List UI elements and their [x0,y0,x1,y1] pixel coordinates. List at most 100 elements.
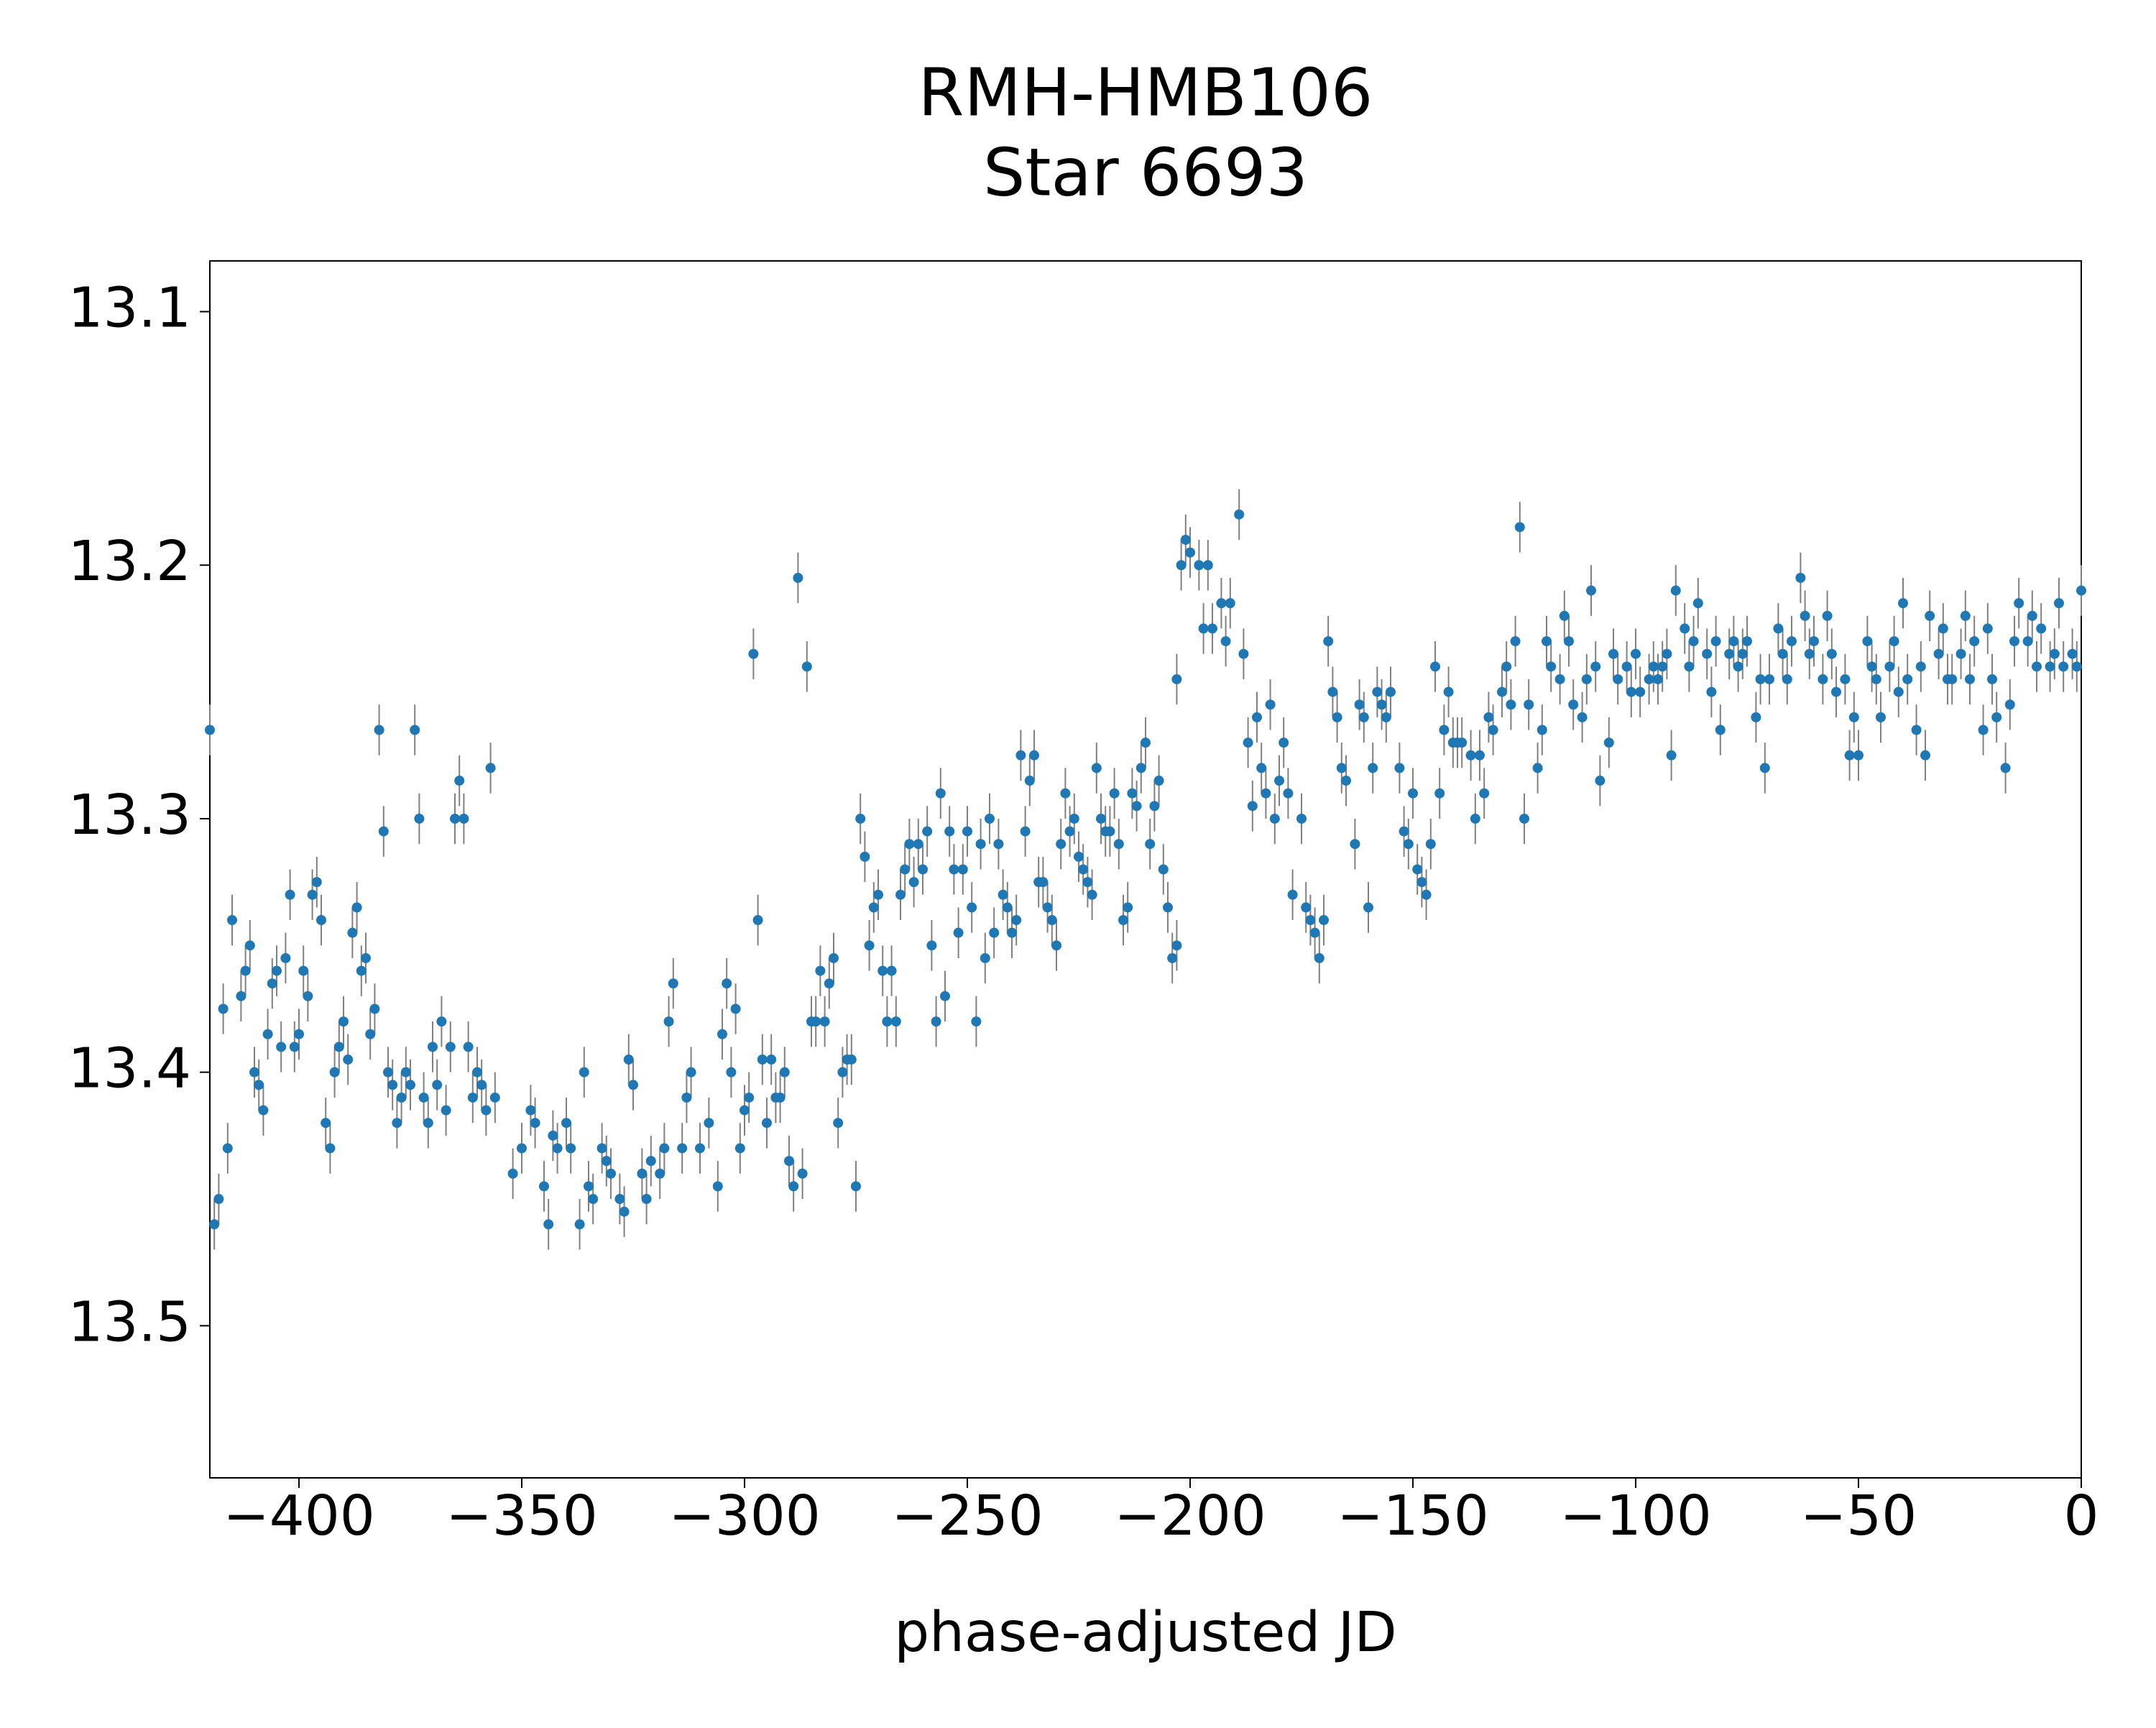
data-point [2000,763,2011,773]
data-point [815,965,826,976]
data-point [1309,927,1320,938]
data-point [1822,610,1833,621]
data-point [1488,725,1498,735]
data-point [2045,661,2055,672]
data-point [1421,889,1432,900]
data-point [2009,636,2019,647]
data-point [762,1118,772,1129]
data-point [1171,674,1182,684]
data-point [1381,712,1391,722]
data-point [1751,712,1761,722]
data-point [343,1054,354,1065]
data-point [303,991,313,1001]
data-point [396,1092,407,1103]
data-point [258,1105,269,1116]
data-point [784,1156,794,1167]
data-point [1519,813,1529,824]
data-point [860,851,870,862]
data-point [280,952,291,963]
data-point [623,1054,634,1065]
data-point [904,839,915,850]
data-point [262,1029,273,1039]
data-point [213,1194,224,1205]
data-point [249,1067,259,1077]
data-point [1046,915,1057,926]
data-point [2054,598,2064,609]
data-point [463,1042,474,1052]
data-point [1011,915,1022,926]
data-point [1764,674,1774,684]
data-point [1626,686,1636,697]
data-point [1755,674,1766,684]
data-point [668,978,678,989]
data-point [788,1181,799,1192]
x-tick-label: −150 [1337,1484,1489,1548]
data-point [1501,661,1512,672]
data-point [855,813,866,824]
data-point [1680,623,1690,634]
data-point [459,813,469,824]
data-point [1728,636,1739,647]
data-point [1386,686,1396,697]
data-point [1590,661,1601,672]
data-point [717,1029,727,1039]
data-point [1167,952,1178,963]
y-tick-label: 13.4 [68,1037,191,1101]
chart-subtitle: Star 6693 [983,134,1308,211]
data-point [748,648,759,659]
data-point [829,952,839,963]
data-point [833,1118,844,1129]
x-tick-label: −50 [1800,1484,1917,1548]
data-point [1635,686,1646,697]
data-point [321,1118,331,1129]
data-point [1261,788,1271,799]
data-point [740,1105,750,1116]
data-point [1893,686,1904,697]
data-point [1105,826,1115,837]
data-point [467,1092,478,1103]
data-point [1844,750,1855,760]
data-point [1403,839,1414,850]
data-point [1127,788,1138,799]
data-point [316,915,326,926]
data-point [993,839,1004,850]
data-point [574,1219,585,1230]
data-point [289,1042,300,1052]
data-point [1323,636,1334,647]
data-point [333,1042,344,1052]
data-point [744,1092,755,1103]
data-point [1149,801,1160,812]
data-point [298,965,309,976]
data-point [1577,712,1588,722]
data-point [1082,877,1093,888]
data-point [1416,877,1427,888]
data-point [2022,636,2033,647]
data-point [445,1042,456,1052]
data-point [1965,674,1975,684]
data-point [1510,636,1521,647]
data-point [596,1143,607,1154]
data-point [1911,725,1922,735]
data-point [641,1194,652,1205]
data-point [329,1067,340,1077]
data-point [1662,648,1672,659]
data-point [1123,902,1133,913]
data-point [614,1194,625,1205]
data-point [1118,915,1128,926]
data-point [1301,902,1312,913]
data-point [801,661,812,672]
data-point [704,1118,714,1129]
data-point [1470,813,1480,824]
data-point [1532,763,1543,773]
data-point [588,1194,599,1205]
data-point [1947,674,1958,684]
data-point [1586,585,1596,596]
data-point [1475,750,1485,760]
data-point [824,978,834,989]
data-point [1180,534,1191,545]
data-point [775,1092,786,1103]
data-point [410,725,420,735]
data-point [1443,686,1454,697]
